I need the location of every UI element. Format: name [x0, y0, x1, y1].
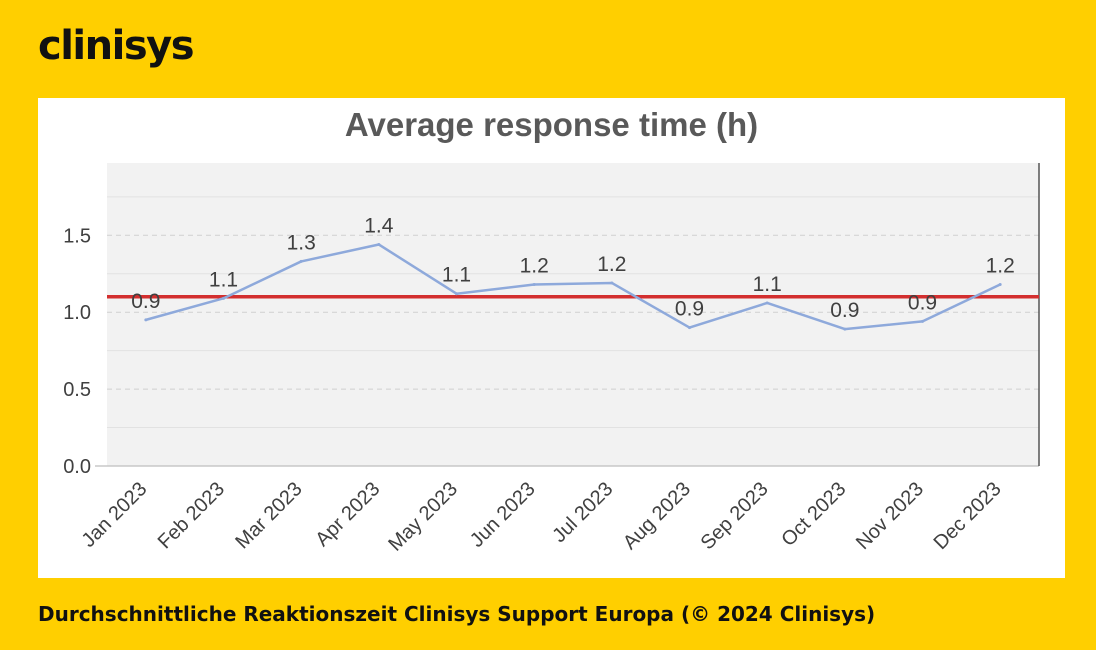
x-tick-label: Jun 2023: [466, 478, 540, 552]
data-label: 0.9: [908, 291, 937, 314]
x-tick-label: Feb 2023: [154, 478, 229, 553]
line-chart: 0.0 0.5 1.0 1.5 0.9 1.1 1.3 1.4 1.1 1.2 1.2 0.9 1.1 0…: [63, 163, 1040, 556]
y-tick-label: 0.5: [63, 379, 91, 401]
x-tick-label: Aug 2023: [619, 478, 695, 554]
y-tick-label: 0.0: [63, 456, 91, 478]
x-tick-label: Nov 2023: [852, 478, 928, 554]
data-point: [688, 326, 691, 330]
data-label: 1.3: [287, 231, 316, 254]
data-point: [843, 327, 847, 331]
y-tick-label: 1.5: [63, 225, 91, 247]
data-label: 1.2: [986, 255, 1015, 278]
data-point: [299, 259, 303, 263]
clinisys-logo: clinisys: [38, 23, 195, 69]
data-label: 1.2: [520, 255, 549, 278]
x-tick-label: Apr 2023: [311, 478, 384, 551]
x-tick-label: Dec 2023: [930, 478, 1006, 554]
figure-caption: Durchschnittliche Reaktionszeit Clinisys…: [38, 602, 876, 626]
x-tick-label: Sep 2023: [697, 478, 773, 554]
x-tick-label: Jan 2023: [78, 478, 152, 552]
y-tick-label: 1.0: [63, 302, 91, 324]
data-label: 1.1: [209, 268, 238, 291]
data-point: [921, 319, 924, 323]
data-point: [144, 318, 148, 322]
data-label: 0.9: [131, 290, 160, 313]
data-point: [222, 296, 225, 300]
x-tick-label: Jul 2023: [548, 478, 617, 547]
data-label: 1.1: [753, 273, 782, 296]
x-tick-label: Oct 2023: [777, 478, 850, 551]
data-label: 1.2: [597, 253, 626, 276]
data-point: [377, 243, 381, 247]
data-point: [532, 283, 536, 287]
series-line: [145, 243, 1001, 331]
data-label: 0.9: [675, 298, 704, 321]
data-point: [765, 301, 769, 305]
x-tick-label: May 2023: [384, 478, 462, 556]
data-label: 0.9: [830, 299, 859, 322]
data-label: 1.1: [442, 264, 471, 287]
x-tick-label: Mar 2023: [231, 478, 306, 553]
data-point: [455, 292, 458, 296]
data-point: [998, 283, 1002, 287]
chart-title: Average response time (h): [344, 106, 759, 143]
plot-area: [107, 163, 1039, 466]
data-point: [610, 281, 614, 285]
data-label: 1.4: [364, 215, 394, 238]
chart-panel: 0.0 0.5 1.0 1.5 0.9 1.1 1.3 1.4 1.1 1.2 1.2 0.9 1.1 0…: [38, 98, 1065, 578]
